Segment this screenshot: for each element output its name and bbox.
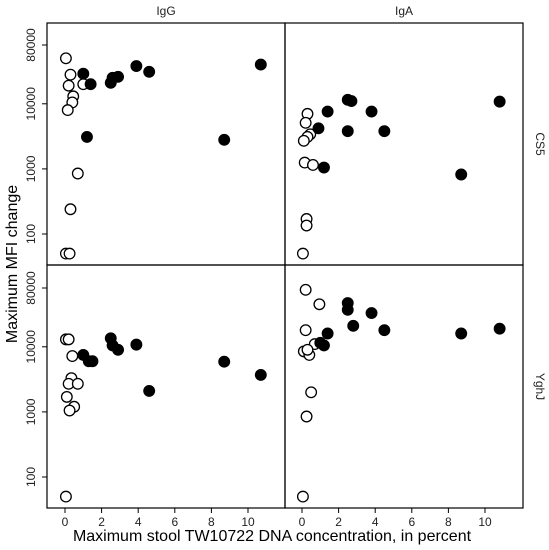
x-tick-label: 8 <box>208 515 215 529</box>
filled-data-point <box>312 122 325 135</box>
y-tick-label: 100 <box>24 467 38 487</box>
open-data-point <box>300 219 313 232</box>
filled-data-point <box>143 65 156 78</box>
open-data-point <box>296 490 309 503</box>
x-tick-label: 10 <box>241 515 255 529</box>
row-strip-label: YghJ <box>533 373 547 400</box>
x-tick-label: 0 <box>62 515 69 529</box>
open-data-point <box>313 298 326 311</box>
filled-data-point <box>378 125 391 138</box>
filled-data-point <box>493 322 506 335</box>
filled-data-point <box>130 60 143 72</box>
panel-frame-iga-yghj <box>284 264 524 509</box>
open-data-point <box>62 79 75 92</box>
panel-frames <box>46 22 524 509</box>
y-tick-label: 10000 <box>24 330 38 364</box>
x-tick-label: 6 <box>408 515 415 529</box>
filled-data-point <box>321 327 334 340</box>
facet-strips: IgG IgA CS5 YghJ <box>156 4 547 400</box>
open-data-point <box>61 104 74 117</box>
filled-data-point <box>81 130 93 143</box>
x-axis-title: Maximum stool TW10722 DNA concentration,… <box>73 528 472 545</box>
open-data-point <box>60 390 73 403</box>
open-data-point <box>301 343 314 356</box>
open-data-point <box>59 52 72 65</box>
x-tick-label: 10 <box>478 515 492 529</box>
row-strip-label: CS5 <box>533 132 547 156</box>
open-data-point <box>71 167 84 180</box>
x-tick-label: 2 <box>335 515 342 529</box>
open-data-point <box>300 410 313 423</box>
data-points <box>59 52 506 503</box>
x-tick-label: 4 <box>372 515 379 529</box>
open-data-point <box>63 247 76 260</box>
filled-data-point <box>112 70 125 83</box>
open-data-point <box>307 158 319 171</box>
filled-data-point <box>318 161 330 174</box>
filled-data-point <box>455 327 468 340</box>
open-data-point <box>305 386 318 399</box>
open-data-point <box>297 134 310 147</box>
filled-data-point <box>455 168 468 181</box>
x-tick-label: 8 <box>445 515 452 529</box>
filled-data-point <box>143 384 156 397</box>
open-data-point <box>299 324 312 337</box>
filled-data-point <box>493 95 506 108</box>
open-data-point <box>299 283 312 296</box>
y-tick-label: 80000 <box>24 28 38 62</box>
filled-data-point <box>84 78 97 91</box>
filled-data-point <box>130 338 143 351</box>
filled-data-point <box>254 58 267 71</box>
filled-data-point <box>112 343 125 356</box>
filled-data-point <box>254 368 267 381</box>
y-tick-label: 80000 <box>24 271 38 305</box>
y-axis-title: Maximum MFI change <box>4 185 21 343</box>
filled-data-point <box>347 319 360 332</box>
panel-frame-igg-cs5 <box>46 22 286 266</box>
open-data-point <box>299 116 312 129</box>
filled-data-point <box>365 307 378 319</box>
filled-data-point <box>86 355 99 368</box>
open-data-point <box>64 203 77 216</box>
x-tick-label: 6 <box>171 515 178 529</box>
filled-data-point <box>321 105 334 118</box>
filled-data-point <box>77 67 90 80</box>
filled-data-point <box>365 105 378 118</box>
y-tick-label: 1000 <box>24 398 38 425</box>
open-data-point <box>71 377 84 390</box>
open-data-point <box>63 404 76 417</box>
x-tick-label: 2 <box>98 515 105 529</box>
filled-data-point <box>345 95 358 108</box>
column-strip-label: IgA <box>395 4 413 18</box>
open-data-point <box>62 333 75 346</box>
open-data-point <box>59 490 72 503</box>
x-tick-label: 0 <box>299 515 306 529</box>
column-strip-label: IgG <box>156 4 175 18</box>
open-data-point <box>66 350 79 363</box>
filled-data-point <box>378 324 391 337</box>
axis-ticks: 0 2 4 6 8 10 0 2 4 6 8 1010010001000080000100100010… <box>24 28 492 529</box>
filled-data-point <box>341 125 354 138</box>
open-data-point <box>296 247 309 260</box>
filled-data-point <box>341 303 354 316</box>
filled-data-point <box>218 355 231 368</box>
y-tick-label: 1000 <box>24 155 38 182</box>
filled-data-point <box>318 339 330 352</box>
panel-frame-iga-cs5 <box>284 22 524 266</box>
y-tick-label: 10000 <box>24 87 38 121</box>
filled-data-point <box>218 133 231 146</box>
x-tick-label: 4 <box>135 515 142 529</box>
open-data-point <box>64 68 77 81</box>
y-tick-label: 100 <box>24 224 38 244</box>
